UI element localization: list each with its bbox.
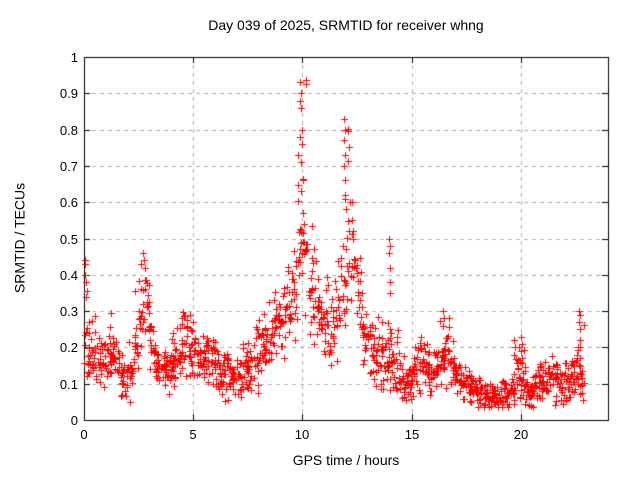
y-tick-label-0.1: 0.1 xyxy=(59,377,78,392)
y-tick-label-0.8: 0.8 xyxy=(59,123,78,138)
y-tick-label-1: 1 xyxy=(70,50,78,65)
chart-title: Day 039 of 2025, SRMTID for receiver whn… xyxy=(208,17,484,33)
y-tick-label-0.2: 0.2 xyxy=(59,340,78,355)
y-axis-label: SRMTID / TECUs xyxy=(11,182,28,294)
y-tick-label-0: 0 xyxy=(70,413,78,428)
x-tick-label-20: 20 xyxy=(513,427,529,442)
y-tick-label-0.5: 0.5 xyxy=(59,232,78,247)
x-tick-label-10: 10 xyxy=(294,427,310,442)
y-tick-label-0.9: 0.9 xyxy=(59,86,78,101)
x-tick-label-15: 15 xyxy=(404,427,420,442)
x-tick-label-0: 0 xyxy=(80,427,88,442)
x-axis-label: GPS time / hours xyxy=(292,452,400,468)
y-tick-label-0.6: 0.6 xyxy=(59,195,78,210)
y-tick-label-0.4: 0.4 xyxy=(59,268,78,283)
y-tick-label-0.3: 0.3 xyxy=(59,304,78,319)
y-tick-label-0.7: 0.7 xyxy=(59,159,78,174)
x-tick-label-5: 5 xyxy=(189,427,197,442)
